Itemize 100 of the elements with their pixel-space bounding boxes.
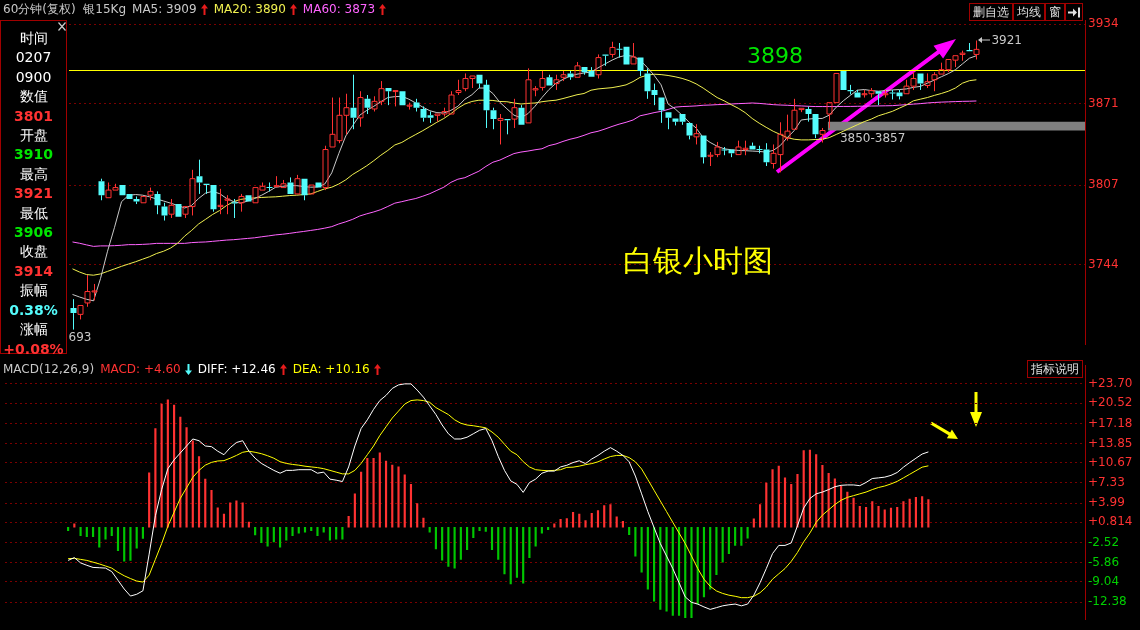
- bar: [229, 502, 232, 528]
- candlestick: [973, 39, 980, 61]
- text: MA60: 3873: [302, 2, 376, 16]
- candlestick: [399, 91, 406, 106]
- bar: [328, 526, 332, 541]
- y-tick-label: +10.67: [1088, 454, 1133, 469]
- bar: [141, 526, 144, 539]
- bar: [447, 526, 450, 567]
- bar: [353, 493, 356, 528]
- bar: [790, 483, 793, 528]
- bar: [883, 509, 886, 528]
- bar: [104, 526, 107, 540]
- bar: [428, 526, 431, 533]
- bar: [191, 440, 194, 528]
- bar: [478, 526, 481, 532]
- bar: [734, 526, 737, 546]
- candlestick: [791, 98, 798, 130]
- bar: [297, 526, 300, 534]
- text: 最低: [19, 203, 48, 223]
- candlestick: [161, 202, 168, 222]
- bar: [864, 507, 868, 528]
- bar: [484, 526, 487, 532]
- bar: [896, 507, 899, 528]
- y-tick-label: -9.04: [1088, 574, 1120, 589]
- candlestick: [133, 195, 140, 205]
- bar: [116, 526, 120, 552]
- bar: [73, 523, 76, 528]
- candlestick: [637, 57, 644, 77]
- button: 删自选: [969, 3, 1013, 21]
- text: 0900: [15, 67, 52, 87]
- bar: [110, 526, 113, 536]
- candlestick: [308, 184, 315, 195]
- bar: [372, 457, 375, 528]
- bar: [272, 526, 275, 543]
- text: 3906: [14, 223, 53, 243]
- bar: [615, 516, 618, 528]
- bar: [628, 526, 631, 536]
- candlestick: [805, 105, 812, 123]
- button: 指标说明: [1027, 360, 1083, 378]
- bar: [185, 427, 188, 528]
- bar: [771, 469, 774, 528]
- bar: [434, 526, 437, 550]
- bar: [653, 526, 656, 602]
- bar: [490, 526, 494, 550]
- bar: [441, 526, 444, 561]
- bar: [79, 526, 82, 536]
- bar: [422, 517, 425, 528]
- bar: [571, 512, 575, 528]
- bar: [796, 473, 799, 528]
- candlestick: [602, 54, 609, 67]
- candlestick: [567, 70, 574, 81]
- bar: [765, 482, 768, 528]
- candlestick: [350, 74, 357, 130]
- bar: [222, 513, 226, 528]
- bar: [727, 526, 730, 554]
- candlestick: [210, 185, 217, 213]
- bar: [914, 497, 917, 528]
- text: MA20: 3890: [213, 2, 286, 16]
- bar: [291, 526, 294, 536]
- bar: [584, 520, 587, 528]
- text: 0207: [15, 48, 52, 68]
- bar: [908, 498, 911, 528]
- chart-title: MACD(12,26,9): [3, 362, 95, 376]
- candlestick: [819, 127, 826, 144]
- candlestick: [140, 195, 147, 204]
- candlestick: [287, 176, 294, 194]
- bar: [540, 526, 543, 534]
- bar: [416, 503, 419, 528]
- bar: [509, 526, 512, 585]
- text: 涨幅: [19, 320, 48, 340]
- bar: [671, 526, 674, 616]
- bar: [497, 526, 500, 560]
- bar: [596, 510, 600, 528]
- bar: [690, 526, 693, 618]
- bar: [559, 518, 562, 528]
- bar: [877, 505, 880, 528]
- candlestick: [245, 195, 252, 202]
- bar: [715, 526, 718, 575]
- candlestick: [707, 151, 714, 167]
- bar: [752, 518, 755, 528]
- y-tick-label: -12.38: [1088, 594, 1127, 609]
- bar: [603, 505, 606, 528]
- bar: [534, 526, 537, 547]
- bar: [216, 507, 219, 528]
- candlestick: [455, 79, 462, 96]
- bar: [927, 499, 930, 528]
- bar: [721, 526, 724, 563]
- bar: [266, 526, 269, 547]
- candlestick: [217, 188, 224, 215]
- bar: [846, 491, 849, 528]
- text: 时间: [19, 29, 48, 48]
- bar: [640, 526, 643, 573]
- text: 数值: [19, 87, 48, 107]
- y-tick-label: -5.86: [1088, 554, 1120, 569]
- bar: [204, 478, 207, 528]
- bar: [758, 504, 762, 528]
- bar: [360, 471, 363, 528]
- candlestick: [154, 190, 161, 215]
- text: +0.08%: [3, 339, 64, 359]
- candlestick: [490, 107, 497, 130]
